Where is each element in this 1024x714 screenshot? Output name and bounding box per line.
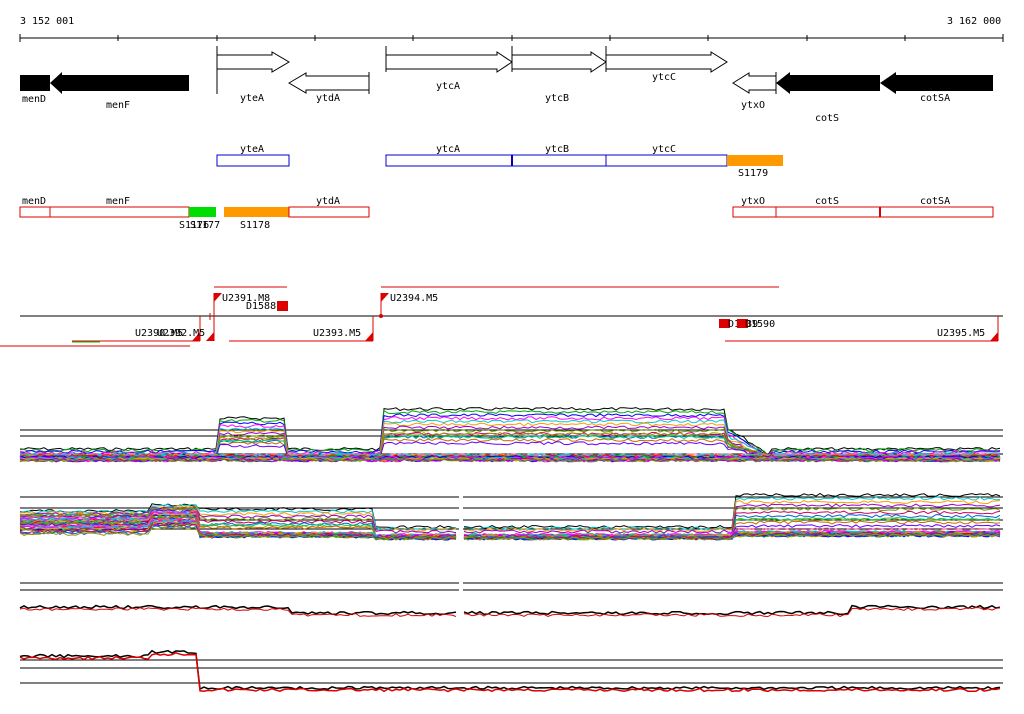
unit-label-U2395: U2395.M5 xyxy=(937,328,985,339)
operon-label-ytcB: ytcB xyxy=(545,144,569,155)
plus-operon-track: yteA ytcA ytcB ytcC S1179 xyxy=(216,144,783,179)
gene-label-ytcC: ytcC xyxy=(652,72,676,83)
operon-box-ytdA[interactable]: ytdA xyxy=(288,196,370,218)
summary-minus-panel xyxy=(19,649,1003,693)
gene-label-menD: menD xyxy=(22,94,46,105)
operon-label-yteA: yteA xyxy=(240,144,264,155)
gene-cotS[interactable]: cotS xyxy=(776,72,880,124)
expression-minus-panel xyxy=(19,492,1003,541)
unit-minus-short[interactable] xyxy=(206,313,215,341)
gene-track: menD menF yteA ytdA ytcA ytcB xyxy=(20,46,993,124)
operon-label-ytcA: ytcA xyxy=(436,144,460,155)
gene-ytcB[interactable]: ytcB xyxy=(511,46,607,104)
operon-label-menD: menD xyxy=(22,196,46,207)
marker-label-S1179: S1179 xyxy=(738,168,768,179)
unit-U2394[interactable]: U2394.M5 xyxy=(379,286,779,318)
coordinate-ruler: 3 152 001 3 162 000 xyxy=(19,16,1004,42)
operon-box-ytxO-cotS-cotSA[interactable]: ytxO cotS cotSA xyxy=(732,196,994,218)
gene-label-yteA: yteA xyxy=(240,93,264,104)
ruler-start-label: 3 152 001 xyxy=(20,16,74,27)
gene-label-cotS: cotS xyxy=(815,113,839,124)
terminator-D1590[interactable]: D1590 xyxy=(737,319,775,330)
gene-ytcC[interactable]: ytcC xyxy=(605,46,728,83)
marker-S1176[interactable]: S1176 S1177 xyxy=(179,207,220,231)
operon-box-menDF[interactable]: menD menF xyxy=(19,196,190,218)
minus-operon-track: menD menF S1176 S1177 S1178 ytdA ytxO co… xyxy=(19,196,994,231)
operon-label-cotSA: cotSA xyxy=(920,196,950,207)
unit-U2395[interactable]: U2395.M5 xyxy=(725,316,999,342)
gene-label-cotSA: cotSA xyxy=(920,93,950,104)
gene-label-ytdA: ytdA xyxy=(316,93,340,104)
unit-label-U2391: U2391.M8 xyxy=(222,293,270,304)
transcription-unit-track: U2391.M8 U2394.M5 D1588 D1589 D1590 U239… xyxy=(0,286,1003,347)
operon-label-ytcC: ytcC xyxy=(652,144,676,155)
unit-label-U2393: U2393.M5 xyxy=(313,328,361,339)
unit-U2391[interactable]: U2391.M8 xyxy=(213,286,287,316)
operon-box-yteA[interactable]: yteA xyxy=(216,144,290,167)
expression-plus-panel xyxy=(19,406,1003,463)
operon-box-ytcABC[interactable]: ytcA ytcB ytcC xyxy=(385,144,728,167)
unit-U2390[interactable]: U2390.M5 xyxy=(0,328,190,347)
gene-menD[interactable]: menD xyxy=(20,75,50,105)
gene-ytdA[interactable]: ytdA xyxy=(288,72,370,104)
gene-ytcA[interactable]: ytcA xyxy=(385,46,513,92)
marker-S1179[interactable]: S1179 xyxy=(727,155,783,179)
marker-label-S1177: S1177 xyxy=(190,220,220,231)
marker-label-S1176: S1176 xyxy=(179,220,209,231)
unit-U2392[interactable]: U2392.M5 xyxy=(72,316,205,342)
operon-label-ytdA: ytdA xyxy=(316,196,340,207)
gene-yteA[interactable]: yteA xyxy=(216,46,290,104)
gene-label-ytxO: ytxO xyxy=(741,100,765,111)
operon-label-cotS: cotS xyxy=(815,196,839,207)
unit-label-U2390: U2390.M5 xyxy=(135,328,183,339)
operon-label-ytxO: ytxO xyxy=(741,196,765,207)
gene-menF[interactable]: menF xyxy=(50,72,189,111)
ruler-ticks xyxy=(19,34,1004,42)
gene-cotSA[interactable]: cotSA xyxy=(880,72,993,104)
gene-label-menF: menF xyxy=(106,100,130,111)
marker-S1178[interactable]: S1178 xyxy=(224,207,289,231)
ruler-end-label: 3 162 000 xyxy=(947,16,1001,27)
unit-label-U2392: U2392.M5 xyxy=(157,328,205,339)
terminator-D1588[interactable]: D1588 xyxy=(246,301,288,312)
marker-label-S1178: S1178 xyxy=(240,220,270,231)
gene-label-ytcA: ytcA xyxy=(436,81,460,92)
terminator-label-D1588: D1588 xyxy=(246,301,276,312)
unit-U2393[interactable]: U2393.M5 xyxy=(229,316,374,342)
gene-label-ytcB: ytcB xyxy=(545,93,569,104)
summary-plus-panel xyxy=(19,582,1003,618)
terminator-label-D1590: D1590 xyxy=(745,319,775,330)
operon-label-menF: menF xyxy=(106,196,130,207)
unit-label-U2394: U2394.M5 xyxy=(390,293,438,304)
gene-ytxO[interactable]: ytxO xyxy=(732,72,777,111)
